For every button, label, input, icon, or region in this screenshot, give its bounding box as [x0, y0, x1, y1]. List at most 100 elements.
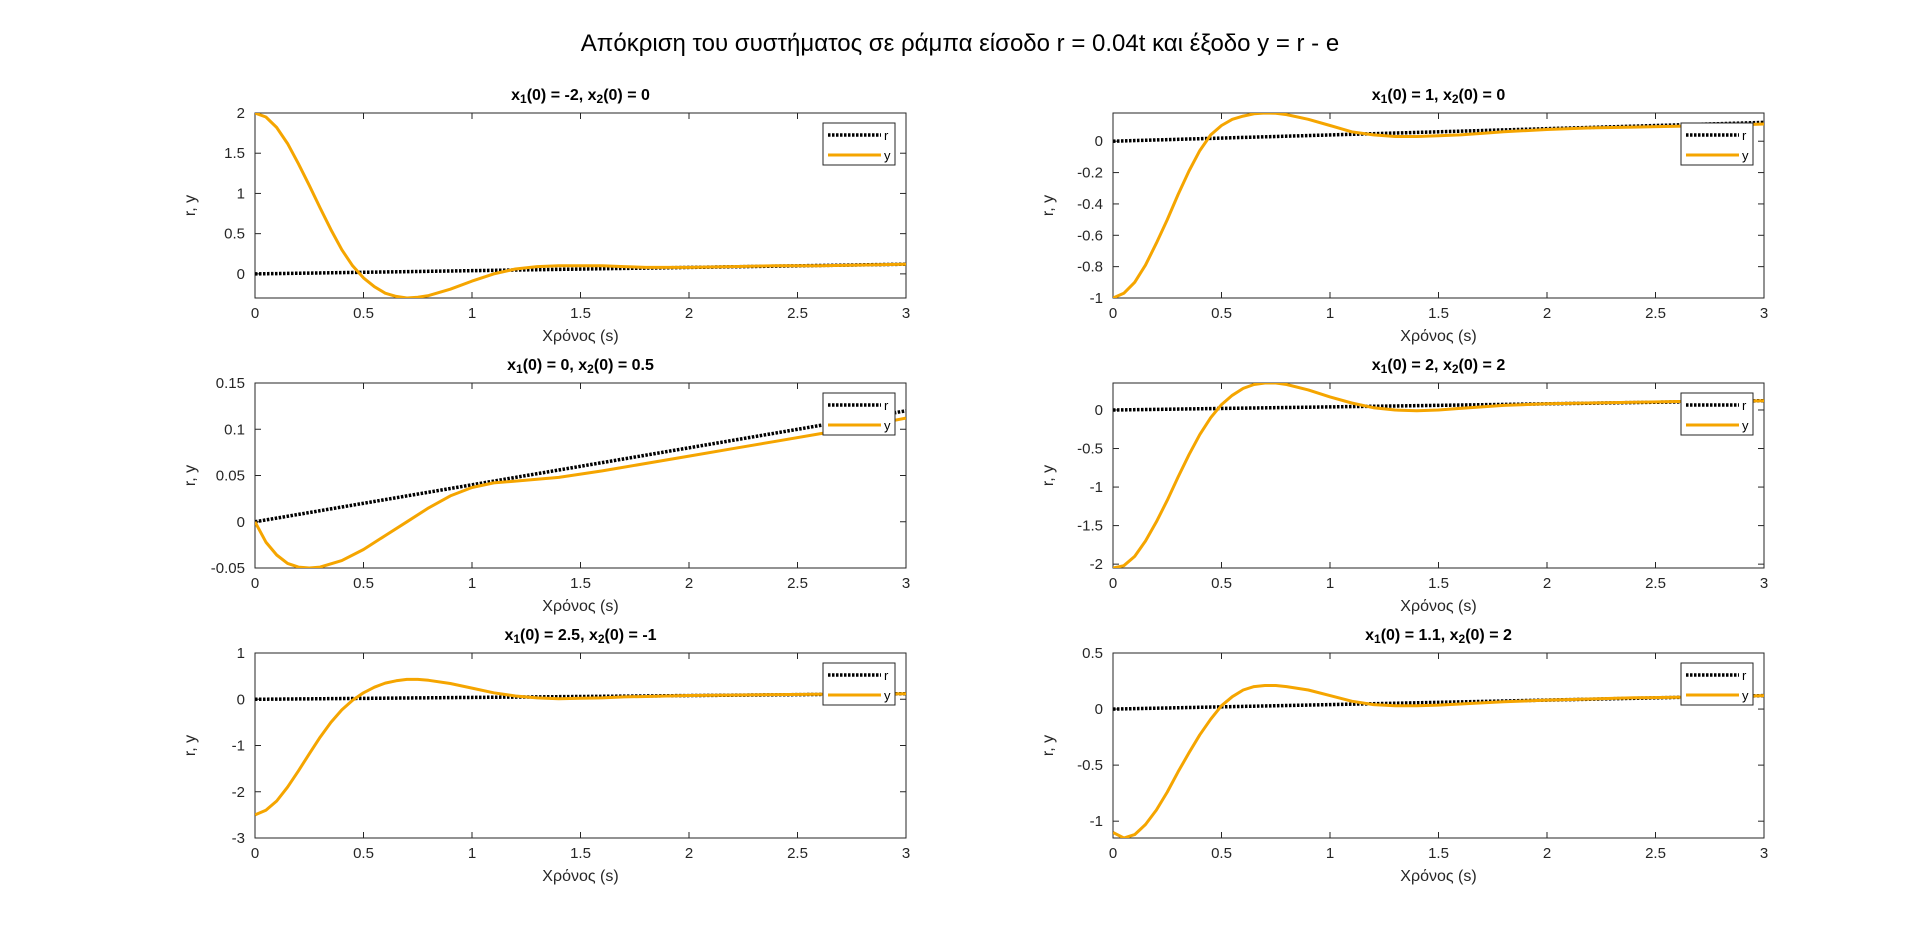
y-tick-label: -1: [1090, 479, 1103, 496]
title-subscript: 2: [587, 362, 594, 376]
y-tick-label: -2: [1090, 556, 1103, 573]
plot-area-frame: [1112, 112, 1765, 299]
x-tick-label: 3: [902, 845, 910, 862]
title-text: (0) = 1.1, x: [1381, 627, 1459, 644]
subplot-title: x1(0) = 2.5, x2(0) = -1: [504, 627, 656, 646]
title-text: (0) = 0.5: [594, 357, 654, 374]
series-y-line: [255, 416, 906, 568]
x-tick-label: 0: [1109, 305, 1117, 322]
title-subscript: 1: [1381, 362, 1388, 376]
subplot-2: 0 0.5 1 1.5 2 2.5 3 -1 -0.8 -0.6 -0.4 -0.2 0 Χρόνος (…: [1040, 87, 1768, 345]
series-r-line: [1113, 398, 1764, 412]
y-tick-label: -1: [1090, 290, 1103, 307]
x-tick-label: 1: [468, 845, 476, 862]
y-tick-label: -1.5: [1077, 518, 1103, 535]
series-r-line: [1113, 120, 1764, 143]
x-tick-label: 2.5: [787, 575, 808, 592]
title-subscript: 2: [1452, 92, 1459, 106]
title-text: (0) = -2, x: [527, 87, 597, 104]
x-tick-label: 2.5: [1645, 575, 1666, 592]
legend-label-r: r: [1742, 398, 1747, 413]
title-text: (0) = 0, x: [523, 357, 588, 374]
plot-area-frame: [254, 652, 907, 839]
y-tick-label: 0.15: [216, 375, 245, 392]
legend-label-r: r: [1742, 128, 1747, 143]
subplot-3: 0 0.5 1 1.5 2 2.5 3 -0.05 0 0.05 0.1 0.15 Χρόνος (s)…: [182, 357, 910, 615]
x-tick-label: 1.5: [570, 575, 591, 592]
legend-box: [1680, 392, 1754, 436]
y-tick-label: -2: [232, 784, 245, 801]
y-tick-label: 0.1: [224, 421, 245, 438]
x-tick-label: 0: [1109, 845, 1117, 862]
x-tick-label: 1: [1326, 575, 1334, 592]
series-r-line: [255, 409, 906, 524]
subplot-title: x1(0) = 2, x2(0) = 2: [1372, 357, 1506, 376]
x-tick-label: 2.5: [1645, 305, 1666, 322]
y-tick-label: -0.5: [1077, 757, 1103, 774]
subplot-title: x1(0) = 0, x2(0) = 0.5: [507, 357, 654, 376]
x-tick-label: 2: [1543, 305, 1551, 322]
legend-label-y: y: [1742, 688, 1749, 703]
x-tick-label: 1: [468, 575, 476, 592]
title-subscript: 2: [1452, 362, 1459, 376]
x-axis-label: Χρόνος (s): [1400, 868, 1476, 885]
x-tick-label: 2.5: [787, 305, 808, 322]
x-tick-label: 2.5: [787, 845, 808, 862]
title-text: x: [511, 87, 520, 104]
x-tick-label: 1.5: [1428, 845, 1449, 862]
series-r-line: [255, 262, 906, 276]
title-text: (0) = 0: [1459, 87, 1506, 104]
x-axis-label: Χρόνος (s): [542, 328, 618, 345]
figure-title: Απόκριση του συστήματος σε ράμπα είσοδο …: [580, 30, 1340, 57]
x-axis-label: Χρόνος (s): [1400, 328, 1476, 345]
x-tick-label: 0: [1109, 575, 1117, 592]
title-text: (0) = -1: [605, 627, 657, 644]
title-text: (0) = 2, x: [1387, 357, 1452, 374]
legend-box: [822, 662, 896, 706]
x-tick-label: 2: [685, 575, 693, 592]
title-text: x: [507, 357, 516, 374]
x-tick-label: 2: [685, 845, 693, 862]
y-tick-label: -3: [232, 830, 245, 847]
y-tick-label: 0: [237, 691, 245, 708]
y-tick-label: -0.6: [1077, 227, 1103, 244]
x-axis-label: Χρόνος (s): [1400, 598, 1476, 615]
x-tick-label: 1: [1326, 305, 1334, 322]
x-tick-label: 2: [1543, 845, 1551, 862]
y-tick-label: -0.05: [211, 560, 245, 577]
x-tick-label: 0.5: [353, 575, 374, 592]
x-tick-label: 3: [1760, 575, 1768, 592]
y-tick-label: 0: [1095, 701, 1103, 718]
legend-box: [822, 122, 896, 166]
x-tick-label: 1.5: [570, 845, 591, 862]
legend-box: [1680, 662, 1754, 706]
series-y-line: [1113, 383, 1764, 568]
x-tick-label: 1.5: [1428, 305, 1449, 322]
series-y-line: [1113, 113, 1764, 298]
y-tick-label: 0: [237, 266, 245, 283]
legend-box: [1680, 122, 1754, 166]
x-tick-label: 3: [1760, 305, 1768, 322]
subplot-title: x1(0) = 1.1, x2(0) = 2: [1365, 627, 1512, 646]
title-text: x: [504, 627, 513, 644]
title-subscript: 1: [520, 92, 527, 106]
plot-area-frame: [1112, 652, 1765, 839]
y-tick-label: -0.2: [1077, 165, 1103, 182]
y-axis-label: r, y: [1040, 195, 1057, 216]
y-tick-label: -0.8: [1077, 259, 1103, 276]
y-tick-label: -1: [1090, 813, 1103, 830]
subplot-4: 0 0.5 1 1.5 2 2.5 3 -2 -1.5 -1 -0.5 0 Χρόνος (s) r, y…: [1040, 357, 1768, 615]
x-tick-label: 2: [1543, 575, 1551, 592]
y-tick-label: 0.5: [1082, 645, 1103, 662]
y-tick-label: 0: [1095, 402, 1103, 419]
y-tick-label: 1: [237, 185, 245, 202]
x-axis-label: Χρόνος (s): [542, 868, 618, 885]
x-tick-label: 1.5: [570, 305, 591, 322]
y-tick-label: -1: [232, 738, 245, 755]
x-tick-label: 0.5: [353, 845, 374, 862]
subplot-title: x1(0) = 1, x2(0) = 0: [1372, 87, 1506, 106]
y-tick-label: 2: [237, 105, 245, 122]
x-tick-label: 2: [685, 305, 693, 322]
